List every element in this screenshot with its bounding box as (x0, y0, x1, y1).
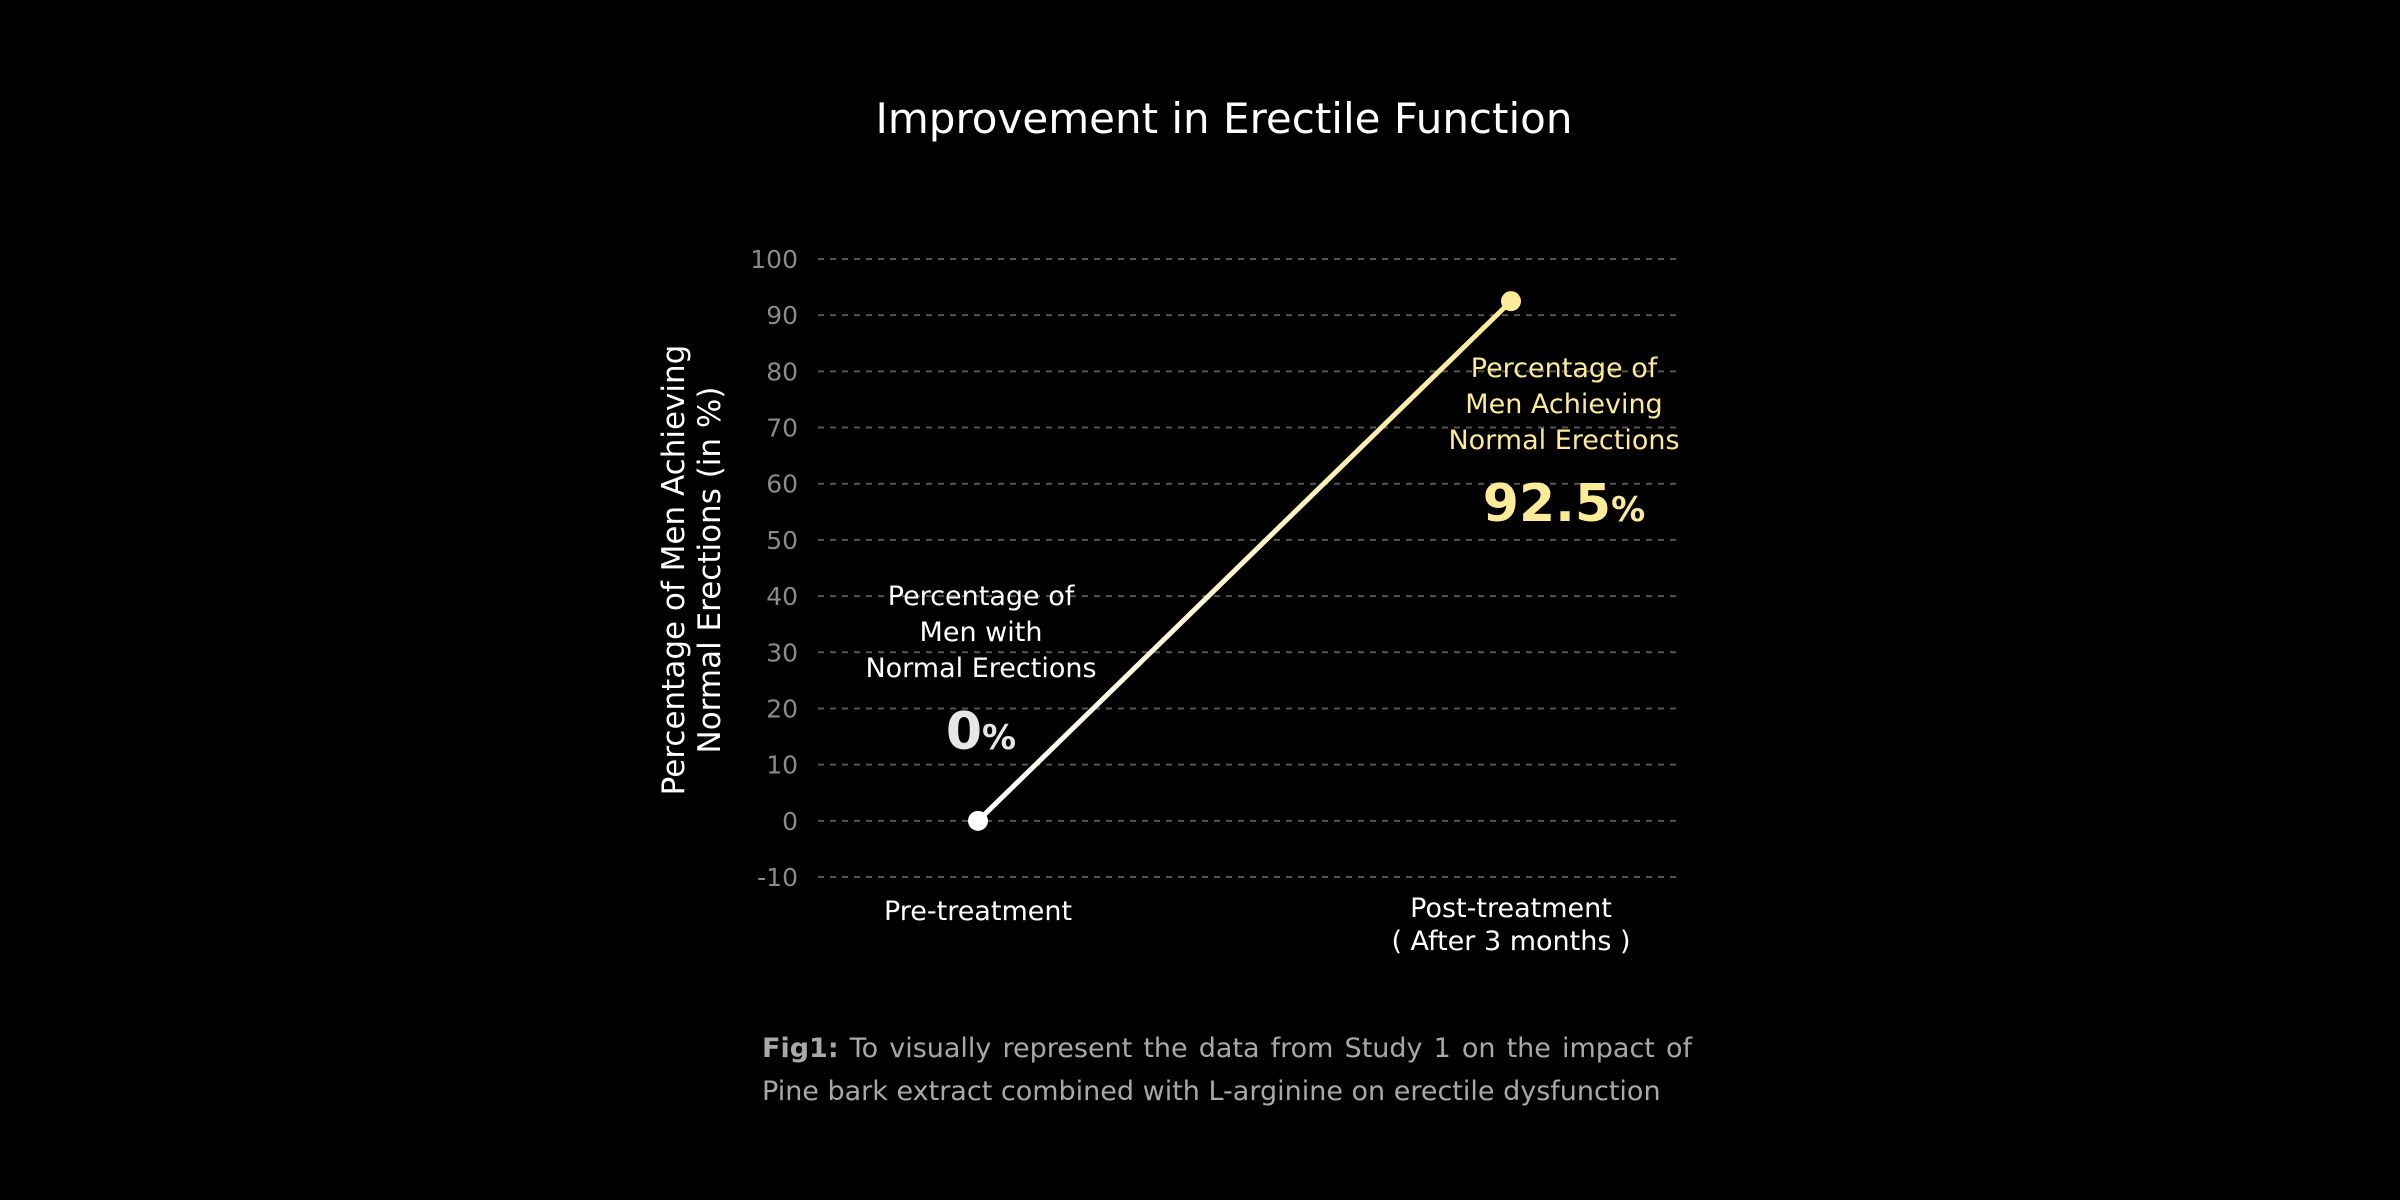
annotation-value: 0% (946, 702, 1016, 762)
data-point (1501, 291, 1521, 312)
series-line-group (968, 291, 1521, 831)
y-tick-label: 0 (782, 807, 798, 836)
figure-caption: Fig1: To visually represent the data fro… (762, 1027, 1692, 1113)
y-tick-label: 30 (766, 638, 798, 667)
annotation-label: Percentage of Men Achieving Normal Erectio… (1448, 353, 1679, 456)
y-tick-label: 100 (750, 245, 798, 274)
y-tick-label: 60 (766, 470, 798, 499)
y-axis-label-line: Percentage of Men Achieving (656, 345, 692, 796)
y-tick-labels: -10 0 10 20 30 40 50 60 70 80 90 100 (750, 245, 798, 892)
y-tick-label: 80 (766, 357, 798, 386)
y-axis-label-line: Normal Erections (in %) (692, 387, 728, 754)
y-tick-label: 50 (766, 526, 798, 555)
data-point (968, 810, 988, 831)
chart-title: Improvement in Erectile Function (876, 94, 1573, 143)
annotation-label: Percentage of Men with Normal Erections (865, 581, 1096, 684)
y-tick-label: 70 (766, 414, 798, 443)
annotation-value: 92.5% (1483, 474, 1645, 534)
series-line (975, 298, 1514, 824)
y-tick-label: 40 (766, 582, 798, 611)
x-tick-labels: Pre-treatment Post-treatment( After 3 mon… (884, 893, 1631, 957)
x-tick-label: Post-treatment( After 3 months ) (1391, 893, 1630, 957)
data-annotations: Percentage of Men with Normal Erections 0% P… (865, 353, 1679, 762)
y-tick-label: 90 (766, 301, 798, 330)
caption-label: Fig1: (762, 1033, 839, 1064)
y-tick-label: 20 (766, 694, 798, 723)
y-axis-label: Percentage of Men Achieving Normal Erecti… (656, 345, 728, 796)
y-tick-label: -10 (757, 863, 798, 892)
x-tick-label: Pre-treatment (884, 896, 1072, 927)
grid-lines (818, 258, 1678, 878)
y-tick-label: 10 (766, 751, 798, 780)
caption-text: To visually represent the data from Stud… (762, 1033, 1692, 1107)
